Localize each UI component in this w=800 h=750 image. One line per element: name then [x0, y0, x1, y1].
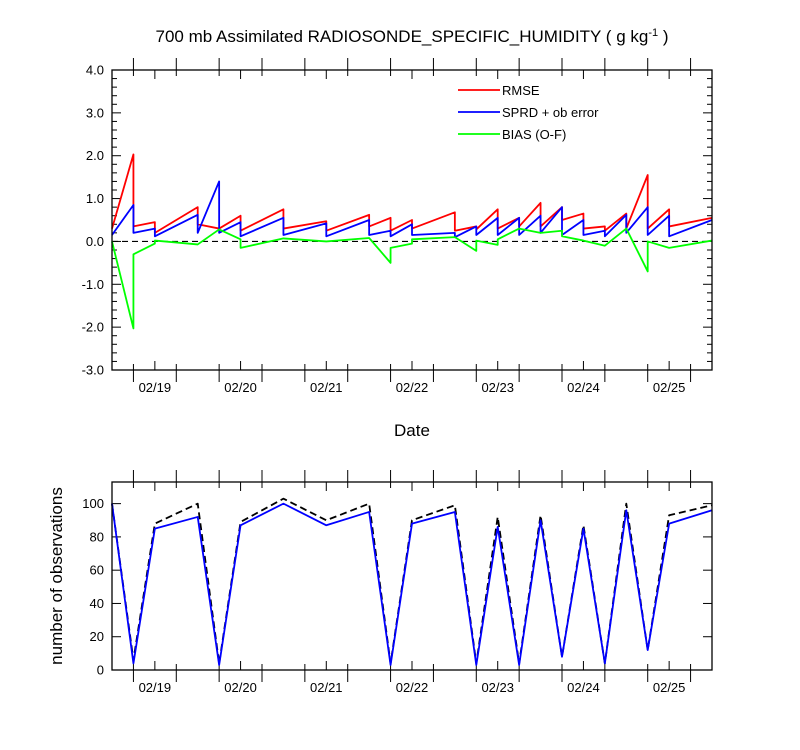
x-tick-label: 02/21 — [310, 680, 343, 695]
x-tick-label: 02/23 — [481, 380, 514, 395]
y-tick-label: 0.0 — [86, 234, 104, 249]
y-tick-label: 4.0 — [86, 63, 104, 78]
legend-label-sprd: SPRD + ob error — [502, 105, 599, 120]
y-tick-label: 80 — [90, 529, 104, 544]
legend-label-bias: BIAS (O-F) — [502, 127, 566, 142]
top-chart-title: 700 mb Assimilated RADIOSONDE_SPECIFIC_H… — [156, 27, 669, 46]
top-x-axis-title: Date — [394, 421, 430, 440]
y-tick-label: 2.0 — [86, 148, 104, 163]
x-tick-label: 02/24 — [567, 380, 600, 395]
y-tick-label: 20 — [90, 629, 104, 644]
series-line-bias-o-f — [111, 227, 713, 330]
y-tick-label: 60 — [90, 563, 104, 578]
top-series-lines — [111, 153, 713, 330]
legend-label-rmse: RMSE — [502, 83, 540, 98]
bottom-axis-ticks — [112, 470, 712, 682]
x-tick-label: 02/24 — [567, 680, 600, 695]
top-tick-labels: -3.0 -2.0 -1.0 0.0 1.0 2.0 3.0 4.0 02/19 02/20 02/… — [82, 63, 686, 396]
y-tick-label: -1.0 — [82, 277, 104, 292]
y-tick-label: 40 — [90, 596, 104, 611]
top-chart: 700 mb Assimilated RADIOSONDE_SPECIFIC_H… — [82, 27, 713, 440]
y-tick-label: 3.0 — [86, 105, 104, 120]
legend: RMSE SPRD + ob error BIAS (O-F) — [458, 83, 599, 142]
x-tick-label: 02/25 — [653, 380, 686, 395]
x-tick-label: 02/23 — [481, 680, 514, 695]
top-axis-ticks — [112, 58, 712, 382]
x-tick-label: 02/22 — [396, 380, 429, 395]
series-line-series-1 — [111, 502, 713, 666]
y-tick-label: -2.0 — [82, 320, 104, 335]
y-tick-label: 1.0 — [86, 191, 104, 206]
bottom-series-lines — [111, 497, 713, 666]
x-tick-label: 02/19 — [139, 380, 172, 395]
x-tick-label: 02/21 — [310, 380, 343, 395]
bottom-chart: 0 20 40 60 80 100 02/19 02/20 02/21 02/22 02/23 02/… — [47, 470, 713, 695]
y-tick-label: -3.0 — [82, 363, 104, 378]
x-tick-label: 02/20 — [224, 680, 257, 695]
bottom-plot-frame — [111, 481, 713, 671]
top-plot-frame — [111, 69, 713, 371]
bottom-y-axis-title: number of observations — [47, 487, 66, 665]
x-tick-label: 02/20 — [224, 380, 257, 395]
y-tick-label: 100 — [82, 496, 104, 511]
x-tick-label: 02/22 — [396, 680, 429, 695]
x-tick-label: 02/19 — [139, 680, 172, 695]
x-tick-label: 02/25 — [653, 680, 686, 695]
series-line-sprd-ob-error — [111, 180, 713, 239]
bottom-tick-labels: 0 20 40 60 80 100 02/19 02/20 02/21 02/22 02/23 02/… — [82, 496, 685, 695]
y-tick-label: 0 — [97, 663, 104, 678]
